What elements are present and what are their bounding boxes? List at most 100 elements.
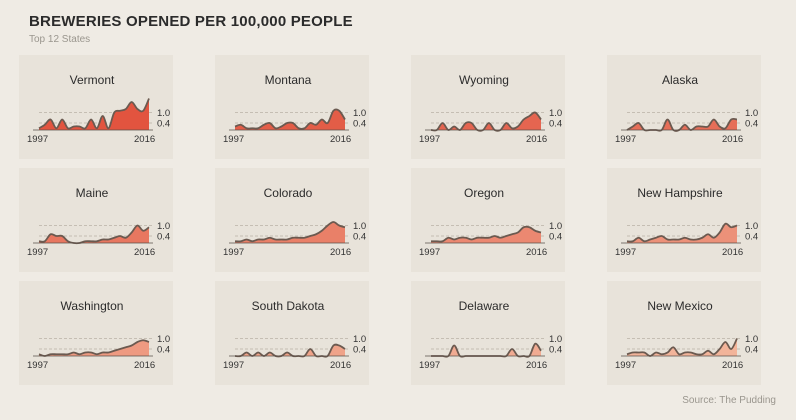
x-tick-label: 1997 [615, 134, 636, 145]
sparkline-svg: Montana 1.00.4 1997 2016 [223, 73, 366, 145]
series-line [430, 225, 542, 243]
series-line [38, 98, 150, 130]
reference-label: 0.4 [353, 119, 366, 130]
series-area [39, 340, 149, 356]
sparkline-svg: Wyoming 1.00.4 1997 2016 [419, 73, 562, 145]
panel-maine: Maine 1.0 0.4 1997 2016 [19, 168, 173, 272]
x-tick-label: 2016 [526, 247, 547, 258]
state-label: Maine [76, 186, 109, 200]
x-tick-label: 1997 [27, 360, 48, 371]
source-credit: Source: The Pudding [682, 395, 776, 406]
sparkline-svg: Delaware 1.00.4 1997 2016 [419, 299, 562, 371]
state-label: Wyoming [459, 73, 509, 87]
panel-south-dakota: South Dakota 1.0 0.4 1997 2016 [215, 281, 369, 385]
sparkline-svg: Washington 1.00.4 1997 2016 [27, 299, 170, 371]
state-label: New Mexico [647, 299, 713, 313]
panel-alaska: Alaska 1.0 0.4 1997 2016 [607, 55, 761, 159]
reference-label: 1.0 [745, 221, 758, 232]
x-tick-label: 2016 [134, 134, 155, 145]
reference-label: 0.4 [157, 232, 170, 243]
series-line [430, 342, 542, 358]
reference-label: 0.4 [549, 232, 562, 243]
sparkline-svg: Oregon 1.00.4 1997 2016 [419, 186, 562, 258]
x-tick-label: 1997 [419, 360, 440, 371]
x-tick-label: 2016 [134, 247, 155, 258]
reference-label: 1.0 [549, 334, 562, 345]
reference-label: 0.4 [745, 232, 758, 243]
panel-wyoming: Wyoming 1.0 0.4 1997 2016 [411, 55, 565, 159]
panel-washington: Washington 1.0 0.4 1997 2016 [19, 281, 173, 385]
series-line [234, 221, 346, 243]
reference-label: 0.4 [549, 119, 562, 130]
x-tick-label: 1997 [419, 134, 440, 145]
state-label: Alaska [662, 73, 698, 87]
sparkline-svg: Vermont 1.00.4 1997 2016 [27, 73, 170, 145]
reference-label: 1.0 [157, 221, 170, 232]
x-tick-label: 1997 [615, 360, 636, 371]
state-label: New Hampshire [637, 186, 723, 200]
reference-label: 1.0 [353, 334, 366, 345]
sparkline-svg: Colorado 1.00.4 1997 2016 [223, 186, 366, 258]
reference-label: 0.4 [157, 345, 170, 356]
series-area [235, 222, 345, 243]
reference-label: 0.4 [353, 232, 366, 243]
series-area [627, 223, 737, 243]
chart-subtitle: Top 12 States [29, 34, 91, 45]
x-tick-label: 1997 [223, 134, 244, 145]
x-tick-label: 2016 [330, 134, 351, 145]
chart-title: BREWERIES OPENED PER 100,000 PEOPLE [29, 13, 353, 30]
panel-montana: Montana 1.0 0.4 1997 2016 [215, 55, 369, 159]
x-tick-label: 1997 [27, 134, 48, 145]
reference-label: 1.0 [157, 334, 170, 345]
state-label: South Dakota [252, 299, 325, 313]
series-area [431, 226, 541, 243]
x-tick-label: 1997 [223, 360, 244, 371]
reference-label: 1.0 [549, 108, 562, 119]
state-label: Oregon [464, 186, 504, 200]
reference-label: 1.0 [745, 334, 758, 345]
panel-new-mexico: New Mexico 1.0 0.4 1997 2016 [607, 281, 761, 385]
state-label: Montana [265, 73, 312, 87]
x-tick-label: 2016 [722, 247, 743, 258]
series-area [627, 118, 737, 132]
x-tick-label: 1997 [419, 247, 440, 258]
panel-delaware: Delaware 1.0 0.4 1997 2016 [411, 281, 565, 385]
x-tick-label: 2016 [134, 360, 155, 371]
sparkline-svg: South Dakota 1.00.4 1997 2016 [223, 299, 366, 371]
x-tick-label: 2016 [330, 247, 351, 258]
x-tick-label: 1997 [223, 247, 244, 258]
series-line [626, 222, 738, 243]
sparkline-svg: New Hampshire 1.00.4 1997 2016 [615, 186, 758, 258]
state-label: Delaware [459, 299, 510, 313]
panel-oregon: Oregon 1.0 0.4 1997 2016 [411, 168, 565, 272]
panel-colorado: Colorado 1.0 0.4 1997 2016 [215, 168, 369, 272]
reference-label: 0.4 [353, 345, 366, 356]
reference-label: 1.0 [549, 221, 562, 232]
reference-label: 1.0 [745, 108, 758, 119]
series-line [234, 108, 346, 130]
state-label: Washington [61, 299, 124, 313]
small-multiples-grid: Vermont 1.0 0.4 1997 2016 Montana 1.0 0.4 1997 20… [19, 55, 775, 387]
reference-label: 0.4 [549, 345, 562, 356]
reference-label: 1.0 [353, 221, 366, 232]
series-line [626, 338, 738, 357]
series-area [431, 343, 541, 357]
sparkline-svg: Maine 1.00.4 1997 2016 [27, 186, 170, 258]
x-tick-label: 1997 [27, 247, 48, 258]
reference-label: 0.4 [745, 119, 758, 130]
sparkline-svg: New Mexico 1.00.4 1997 2016 [615, 299, 758, 371]
reference-label: 0.4 [745, 345, 758, 356]
series-area [39, 225, 149, 244]
state-label: Colorado [264, 186, 313, 200]
x-tick-label: 2016 [526, 360, 547, 371]
state-label: Vermont [70, 73, 115, 87]
reference-label: 1.0 [353, 108, 366, 119]
x-tick-label: 2016 [722, 360, 743, 371]
x-tick-label: 2016 [722, 134, 743, 145]
reference-label: 0.4 [157, 119, 170, 130]
panel-new-hampshire: New Hampshire 1.0 0.4 1997 2016 [607, 168, 761, 272]
series-line [38, 224, 150, 245]
sparkline-svg: Alaska 1.00.4 1997 2016 [615, 73, 758, 145]
series-area [39, 98, 149, 130]
x-tick-label: 2016 [330, 360, 351, 371]
